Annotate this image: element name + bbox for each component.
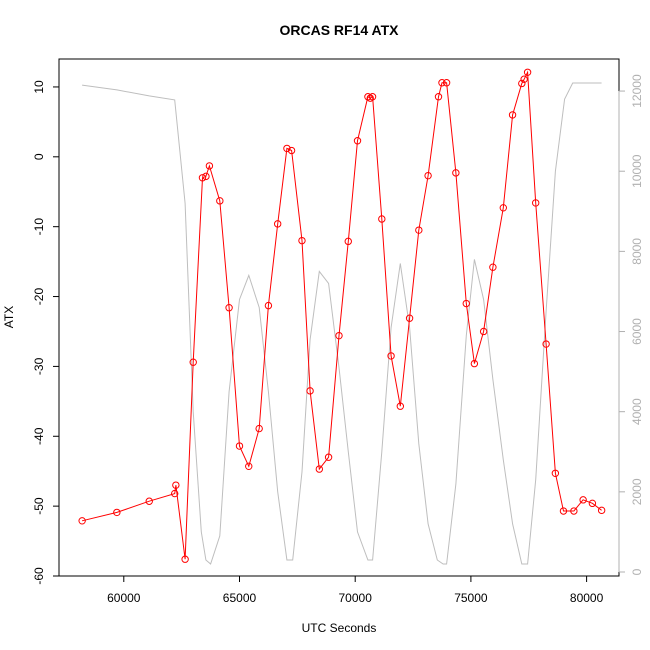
data-point [523,68,532,76]
y-tick-label: -40 [32,427,46,445]
data-point [189,358,197,366]
data-point [78,517,86,525]
right-y-tick-label: 10000 [630,154,644,188]
data-point [172,481,180,489]
y-tick-label: -10 [32,218,46,236]
x-tick-label: 80000 [570,591,604,605]
data-point [216,197,224,205]
data-point [306,387,314,395]
data-point [518,79,526,88]
x-tick-label: 75000 [454,591,488,605]
right-y-tick-label: 8000 [630,238,644,265]
data-point [368,93,377,101]
data-point [198,174,207,182]
data-point [597,506,606,515]
plot-area [58,58,620,577]
y-tick-label: -50 [32,497,46,515]
data-point [415,226,423,234]
data-point [324,453,333,461]
data-point [499,204,507,212]
series-line-right [82,82,602,565]
data-point [344,237,352,246]
data-point [245,462,253,471]
right-y-tick-label: 4000 [630,398,644,425]
right-y-tick-label: 0 [630,568,644,575]
data-point [508,111,517,119]
data-point [438,79,446,87]
data-point [405,314,414,322]
data-point [520,75,528,83]
x-tick-label: 65000 [223,591,257,605]
data-point [579,496,587,504]
data-point [287,146,296,155]
series-layer [78,68,606,565]
data-point [378,215,386,223]
data-point [353,137,362,145]
y-tick-label: -30 [32,357,46,375]
data-point [315,465,324,473]
data-point [531,199,540,207]
data-point [424,171,432,180]
chart-title: ORCAS RF14 ATX [279,22,399,38]
data-point [542,340,550,348]
data-point [462,299,470,308]
data-point [570,507,578,515]
y-tick-label: 10 [32,80,46,94]
data-point [235,442,244,450]
x-axis: 60000 65000 70000 75000 80000 [107,575,604,605]
right-y-tick-label: 6000 [630,318,644,345]
data-point [479,327,488,336]
data-point [181,555,189,563]
data-point [273,220,282,228]
x-axis-label: UTC Seconds [302,621,377,635]
data-point [145,497,153,505]
data-point [470,359,479,368]
data-point [559,507,568,515]
y-tick-label: -60 [32,567,46,585]
data-point [588,499,597,508]
data-point [434,93,443,101]
right-y-tick-label: 12000 [630,74,644,108]
data-point [396,402,405,410]
data-point [264,301,273,310]
data-point [452,169,460,177]
data-point [387,352,395,360]
series-left [78,68,606,563]
right-y-axis: 0 2000 4000 6000 8000 10000 12000 [618,74,644,575]
data-point [171,489,179,498]
x-tick-label: 60000 [107,591,141,605]
data-point [335,331,343,340]
x-tick-label: 70000 [339,591,373,605]
right-y-tick-label: 2000 [630,478,644,505]
data-point [255,424,263,433]
data-point [489,263,497,271]
y-tick-label: 0 [32,153,46,160]
data-point [113,508,121,517]
series-right [82,82,602,565]
series-line-left [81,70,602,560]
left-y-axis: 10 0 -10 -20 -30 -40 -50 -60 [32,80,60,585]
data-point [442,79,451,87]
data-point [225,304,233,312]
y-axis-label: ATX [2,306,16,328]
data-point [205,162,214,170]
data-point [298,236,306,245]
y-tick-label: -20 [32,288,46,306]
data-point [283,144,291,153]
data-point [551,469,560,477]
data-point [202,172,210,181]
